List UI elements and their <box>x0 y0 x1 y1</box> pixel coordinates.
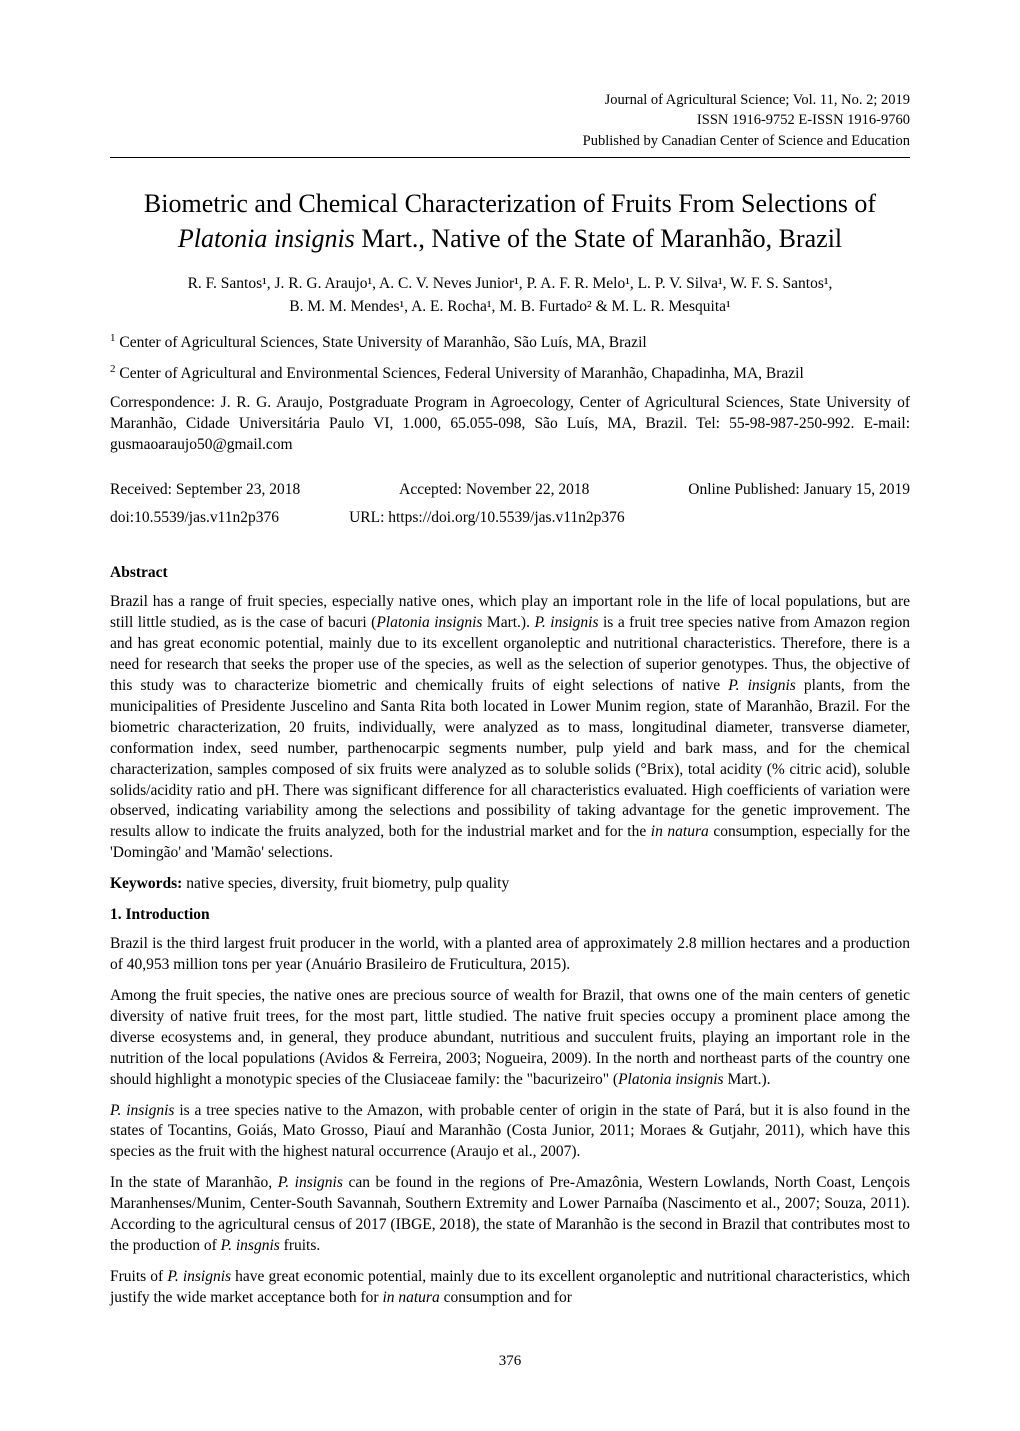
publication-dates: Received: September 23, 2018 Accepted: N… <box>110 480 910 501</box>
intro-p2: Among the fruit species, the native ones… <box>110 986 910 1091</box>
intro-seg: is a tree species native to the Amazon, … <box>110 1102 910 1161</box>
intro-species: Platonia insignis <box>618 1071 724 1088</box>
intro-species: P. insgnis <box>221 1237 280 1254</box>
intro-p1: Brazil is the third largest fruit produc… <box>110 934 910 976</box>
correspondence: Correspondence: J. R. G. Araujo, Postgra… <box>110 393 910 456</box>
keywords: Keywords: native species, diversity, fru… <box>110 874 910 895</box>
intro-seg: Fruits of <box>110 1268 167 1285</box>
title-line2-rest: Mart., Native of the State of Maranhão, … <box>355 224 842 253</box>
journal-line: Journal of Agricultural Science; Vol. 11… <box>110 90 910 110</box>
affiliation-1: 1 Center of Agricultural Sciences, State… <box>110 331 910 354</box>
header-rule <box>110 157 910 158</box>
intro-p5: Fruits of P. insignis have great economi… <box>110 1267 910 1309</box>
abstract-species: P. insignis <box>728 677 796 694</box>
intro-seg: consumption and for <box>440 1289 572 1306</box>
authors-line2: B. M. M. Mendes¹, A. E. Rocha¹, M. B. Fu… <box>110 295 910 318</box>
authors-line1: R. F. Santos¹, J. R. G. Araujo¹, A. C. V… <box>110 272 910 295</box>
intro-seg: In the state of Maranhão, <box>110 1174 278 1191</box>
online-date: Online Published: January 15, 2019 <box>688 480 910 501</box>
received-date: Received: September 23, 2018 <box>110 480 300 501</box>
intro-p3: P. insignis is a tree species native to … <box>110 1101 910 1164</box>
abstract-text: Brazil has a range of fruit species, esp… <box>110 592 910 864</box>
intro-seg: Among the fruit species, the native ones… <box>110 987 910 1088</box>
keywords-label: Keywords: <box>110 875 182 892</box>
affiliation-2: 2 Center of Agricultural and Environment… <box>110 362 910 385</box>
publisher-line: Published by Canadian Center of Science … <box>110 131 910 151</box>
doi-text: doi:10.5539/jas.v11n2p376 <box>110 508 279 529</box>
title-line1: Biometric and Chemical Characterization … <box>144 189 876 218</box>
abstract-seg: plants, from the municipalities of Presi… <box>110 677 910 840</box>
abstract-species: Platonia insignis <box>376 614 482 631</box>
abstract-innatura: in natura <box>651 823 709 840</box>
title-species: Platonia insignis <box>178 224 355 253</box>
doi-line: doi:10.5539/jas.v11n2p376 URL: https://d… <box>110 508 910 529</box>
page-number: 376 <box>110 1351 910 1371</box>
issn-line: ISSN 1916-9752 E-ISSN 1916-9760 <box>110 110 910 130</box>
intro-seg: fruits. <box>280 1237 320 1254</box>
journal-header: Journal of Agricultural Science; Vol. 11… <box>110 90 910 151</box>
intro-innatura: in natura <box>382 1289 439 1306</box>
keywords-text: native species, diversity, fruit biometr… <box>182 875 509 892</box>
authors-block: R. F. Santos¹, J. R. G. Araujo¹, A. C. V… <box>110 272 910 319</box>
intro-seg: Mart.). <box>724 1071 771 1088</box>
abstract-seg: Mart.). <box>482 614 534 631</box>
abstract-heading: Abstract <box>110 563 910 584</box>
introduction-heading: 1. Introduction <box>110 905 910 926</box>
abstract-species: P. insignis <box>534 614 598 631</box>
intro-species: P. insignis <box>167 1268 231 1285</box>
affiliation-text: Center of Agricultural Sciences, State U… <box>116 334 647 351</box>
article-title: Biometric and Chemical Characterization … <box>110 186 910 256</box>
intro-species: P. insignis <box>278 1174 343 1191</box>
doi-url: URL: https://doi.org/10.5539/jas.v11n2p3… <box>349 508 625 529</box>
affiliation-text: Center of Agricultural and Environmental… <box>116 365 804 382</box>
intro-p4: In the state of Maranhão, P. insignis ca… <box>110 1173 910 1257</box>
accepted-date: Accepted: November 22, 2018 <box>399 480 589 501</box>
intro-species: P. insignis <box>110 1102 174 1119</box>
